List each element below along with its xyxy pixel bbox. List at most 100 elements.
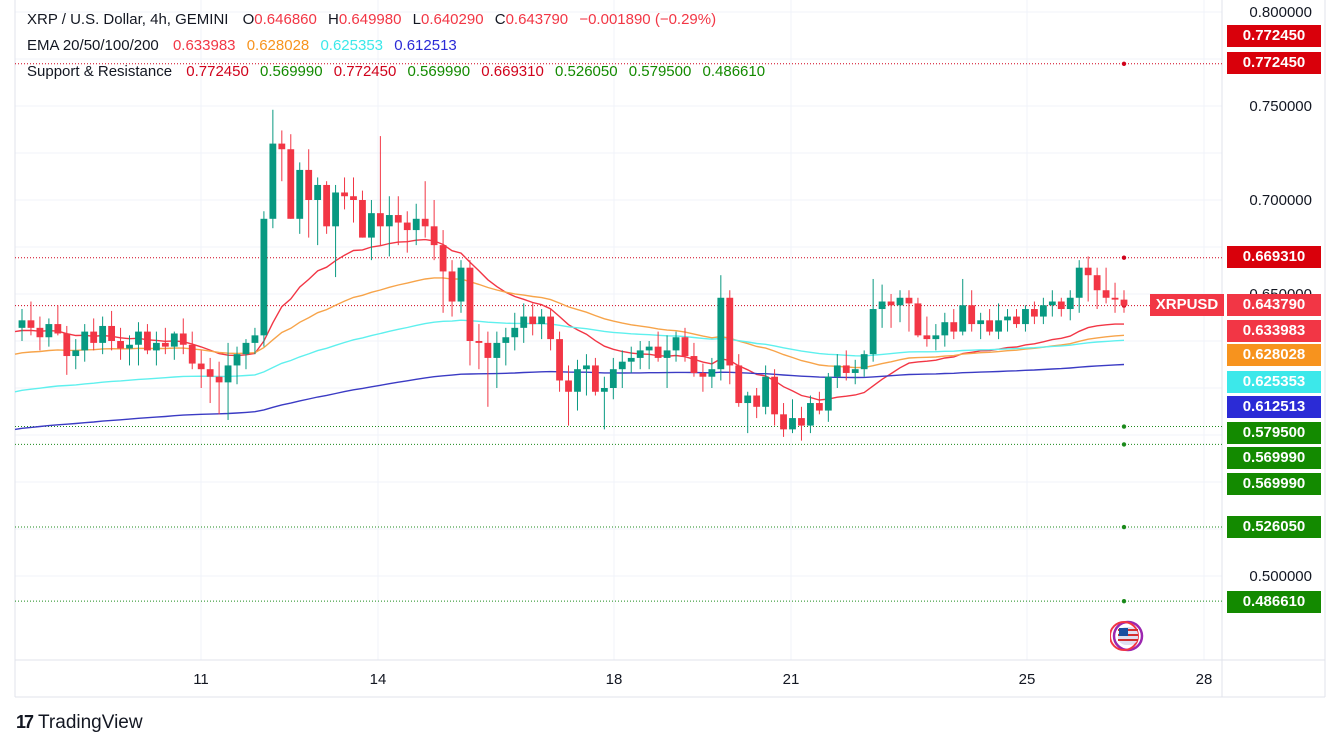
candle-body <box>90 331 98 343</box>
candle-body <box>663 350 671 358</box>
candle-body <box>215 376 223 383</box>
candle-body <box>672 337 680 351</box>
time-axis-label: 18 <box>606 671 623 688</box>
candle-body <box>457 267 465 302</box>
candle-body <box>807 403 814 426</box>
ema20-value: 0.633983 <box>172 37 236 54</box>
time-axis-label: 21 <box>783 671 800 688</box>
candle-body <box>815 403 823 411</box>
candle-body <box>941 322 949 336</box>
candle-body <box>99 325 107 343</box>
candle-body <box>645 346 653 351</box>
candle-body <box>385 215 393 227</box>
candle-body <box>108 325 115 341</box>
candle-body <box>950 322 958 332</box>
candle-body <box>63 333 71 357</box>
candle-body <box>690 356 698 373</box>
candle-body <box>1022 309 1029 325</box>
candle-body <box>305 169 313 200</box>
us-flag-icon[interactable] <box>1110 620 1146 652</box>
time-axis-label: 25 <box>1019 671 1036 688</box>
sr-level-dot <box>1121 424 1127 429</box>
candle-body <box>278 143 286 150</box>
candle-body <box>54 324 62 334</box>
price-tag: 0.612513 <box>1227 396 1321 418</box>
candle-body <box>905 297 913 304</box>
candle-body <box>430 226 438 246</box>
candle-body <box>161 342 169 347</box>
candle-body <box>824 376 832 411</box>
candle-body <box>726 297 734 366</box>
sr-legend-label: Support & Resistance <box>27 63 173 80</box>
candle-body <box>1102 290 1110 298</box>
symbol-price-tag: XRPUSD <box>1150 294 1224 316</box>
candle-body <box>914 303 922 336</box>
candle-body <box>708 369 716 377</box>
price-tag: 0.486610 <box>1227 591 1321 613</box>
candle-body <box>1004 316 1011 321</box>
candle-body <box>538 316 546 325</box>
candle-body <box>851 369 859 373</box>
candle-body <box>197 363 205 370</box>
candle-body <box>717 297 725 370</box>
candle-body <box>1084 267 1092 276</box>
price-axis-label: 0.800000 <box>1249 4 1312 21</box>
candle-body <box>1120 299 1128 306</box>
candle-body <box>636 350 644 358</box>
candle-body <box>574 369 581 392</box>
price-tag: 0.772450 <box>1227 52 1321 74</box>
sr-value: 0.579500 <box>628 63 692 80</box>
candle-body <box>170 333 178 347</box>
candle-body <box>923 335 931 340</box>
candle-body <box>878 301 886 310</box>
candle-body <box>896 297 904 306</box>
candle-body <box>368 213 375 238</box>
candle-body <box>681 337 689 357</box>
candle-body <box>403 222 411 231</box>
candle-body <box>520 316 528 328</box>
candle-body <box>242 342 250 355</box>
candle-body <box>484 342 492 358</box>
candle-body <box>556 339 563 381</box>
ema-line-50 <box>14 277 1125 369</box>
candle-body <box>206 369 214 377</box>
ema100-value: 0.625353 <box>320 37 384 54</box>
candle-body <box>493 342 501 358</box>
tradingview-brand[interactable]: 17 TradingView <box>16 712 143 734</box>
brand-name: TradingView <box>38 712 143 733</box>
candle-body <box>36 327 44 338</box>
candle-body <box>618 361 626 370</box>
candle-body <box>45 324 53 338</box>
candle-body <box>81 331 89 351</box>
candle-body <box>412 218 420 231</box>
candle-body <box>762 376 770 407</box>
candle-body <box>699 372 707 377</box>
symbol-title: XRP / U.S. Dollar, 4h, GEMINI <box>27 11 229 28</box>
time-axis-label: 11 <box>193 671 209 688</box>
ema-legend[interactable]: EMA 20/50/100/200 0.633983 0.628028 0.62… <box>27 36 464 56</box>
candle-body <box>179 333 187 345</box>
ema50-value: 0.628028 <box>246 37 310 54</box>
price-tag: 0.625353 <box>1227 371 1321 393</box>
candle-body <box>789 418 796 430</box>
candle-body <box>1057 301 1065 310</box>
candle-body <box>968 305 976 325</box>
candle-body <box>188 344 196 364</box>
candle-body <box>547 316 555 340</box>
sr-level-dot <box>1121 598 1127 604</box>
candle-body <box>359 200 366 238</box>
candle-body <box>233 354 241 366</box>
sr-legend[interactable]: Support & Resistance 0.772450 0.569990 0… <box>27 62 772 82</box>
candle-body <box>1039 305 1047 317</box>
sr-value: 0.569990 <box>407 63 471 80</box>
candle-body <box>1048 301 1056 306</box>
sr-value: 0.772450 <box>186 63 249 80</box>
axis-layer: 0.8000000.7500000.7000000.6500000.500000… <box>193 4 1312 688</box>
candle-body <box>502 337 510 343</box>
candle-body <box>583 365 590 370</box>
candle-body <box>260 218 268 336</box>
sr-value: 0.772450 <box>333 63 397 80</box>
price-tag: 0.643790 <box>1227 294 1321 316</box>
